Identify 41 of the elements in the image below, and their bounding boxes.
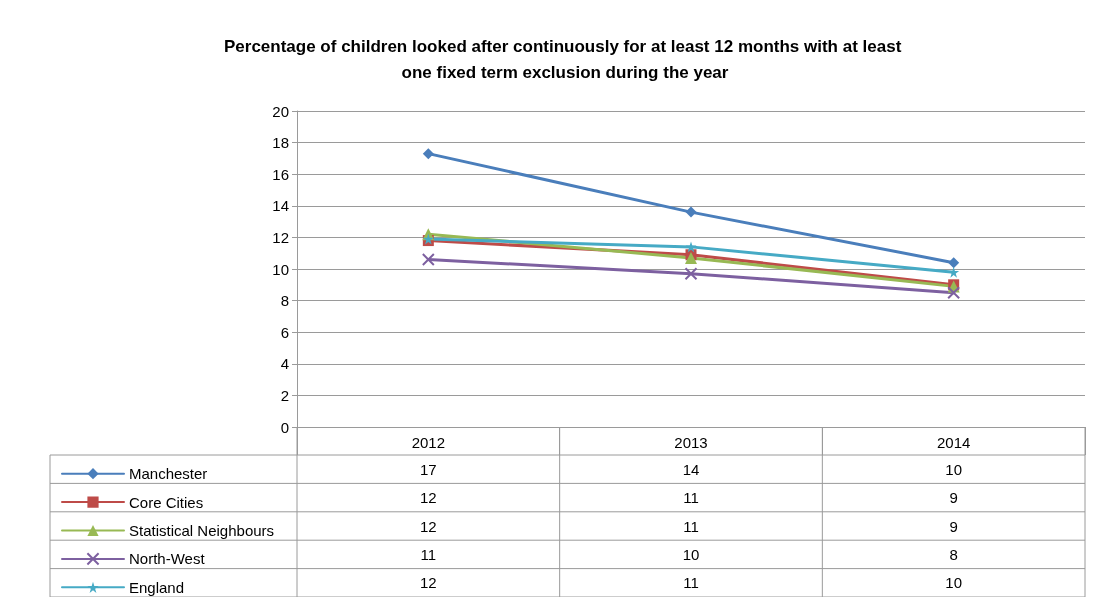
point [947, 286, 961, 300]
data-label: 11 [420, 545, 437, 563]
data-label: 12 [419, 489, 437, 507]
point [422, 148, 434, 160]
data-label: 12 [419, 574, 437, 592]
data-label: 11 [683, 574, 699, 592]
y-tick-label: 8 [280, 292, 289, 310]
point [684, 267, 698, 281]
point [948, 257, 960, 269]
data-label: 14 [682, 460, 700, 478]
x-tick-label: 2012 [411, 434, 446, 451]
legend-label: England [129, 578, 185, 596]
y-tick-label: 18 [272, 134, 289, 152]
y-tick-label: 16 [272, 165, 289, 183]
point [685, 206, 697, 218]
legend-label: Statistical Neighbours [129, 522, 275, 539]
y-tick-label: 10 [272, 260, 289, 278]
data-label: 11 [683, 517, 699, 535]
x-tick-label: 2013 [674, 434, 708, 451]
y-tick-label: 2 [280, 386, 289, 404]
data-label: 10 [945, 460, 963, 478]
data-label: 9 [949, 517, 958, 535]
data-label: 10 [945, 574, 963, 592]
legend-label: North-West [129, 550, 206, 568]
data-label: 9 [949, 489, 958, 507]
y-tick-label: 0 [280, 418, 289, 436]
y-tick-label: 6 [280, 323, 289, 341]
y-tick-label: 14 [272, 197, 289, 215]
chart-title: Percentage of children looked after continuously for at least 12 months with at least one fixed term exclusion during the year [223, 36, 907, 82]
data-label: 10 [682, 545, 700, 563]
data-label: 11 [683, 489, 699, 507]
legend-label: Manchester [129, 465, 208, 483]
y-tick-label: 20 [272, 102, 289, 120]
legend-label: Core Cities [129, 493, 204, 511]
x-tick-label: 2014 [936, 434, 971, 451]
data-label: 8 [949, 545, 958, 563]
data-label: 12 [419, 517, 437, 535]
y-tick-label: 12 [272, 228, 289, 246]
y-tick-label: 4 [280, 355, 289, 373]
data-label: 17 [419, 460, 437, 478]
point [421, 253, 435, 267]
